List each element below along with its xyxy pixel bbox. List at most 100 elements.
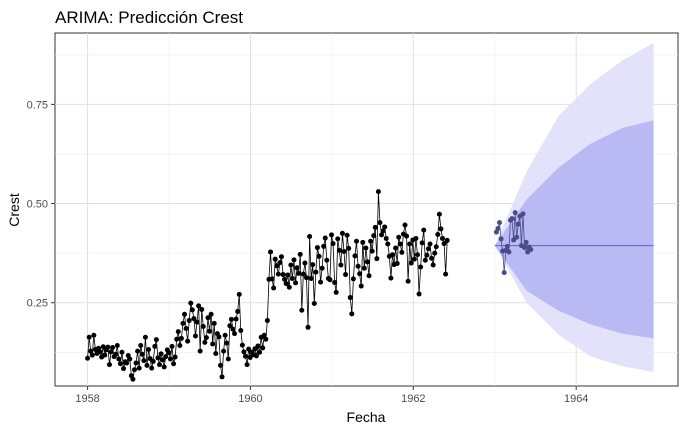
observed-point xyxy=(188,300,194,306)
holdout-point xyxy=(514,234,520,240)
observed-point xyxy=(197,348,203,354)
series-points xyxy=(85,189,534,382)
observed-point xyxy=(369,248,375,254)
observed-point xyxy=(405,278,411,284)
observed-point xyxy=(268,249,274,255)
observed-point xyxy=(430,262,436,268)
observed-point xyxy=(327,277,333,283)
observed-point xyxy=(113,351,119,357)
observed-point xyxy=(110,345,116,351)
observed-point xyxy=(297,251,303,257)
observed-point xyxy=(333,289,339,295)
observed-point xyxy=(397,241,403,247)
observed-point xyxy=(236,291,242,297)
observed-point xyxy=(344,232,350,238)
observed-point xyxy=(178,335,184,341)
observed-point xyxy=(394,260,400,266)
observed-point xyxy=(174,336,180,342)
observed-point xyxy=(383,235,389,241)
observed-point xyxy=(89,352,95,358)
observed-point xyxy=(153,337,159,343)
observed-point xyxy=(114,343,120,349)
observed-point xyxy=(149,365,155,371)
forecast-band-80 xyxy=(494,120,654,339)
observed-point xyxy=(91,332,97,338)
x-tick-label: 1958 xyxy=(75,393,99,405)
observed-point xyxy=(135,348,141,354)
observed-point xyxy=(371,233,377,239)
observed-point xyxy=(313,269,319,275)
observed-point xyxy=(203,335,209,341)
observed-point xyxy=(440,235,446,241)
observed-point xyxy=(130,376,136,382)
x-axis-title: Fecha xyxy=(347,409,386,425)
observed-point xyxy=(222,332,228,338)
observed-point xyxy=(196,303,202,309)
observed-point xyxy=(108,349,114,355)
holdout-point xyxy=(504,243,510,249)
y-tick-label: 0.50 xyxy=(27,199,48,211)
observed-point xyxy=(225,356,231,362)
observed-point xyxy=(385,241,391,247)
x-tick-label: 1960 xyxy=(238,393,262,405)
observed-point xyxy=(283,281,289,287)
observed-point xyxy=(150,358,156,364)
observed-point xyxy=(205,315,211,321)
observed-point xyxy=(357,271,363,277)
observed-point xyxy=(88,348,94,354)
observed-point xyxy=(121,366,127,372)
observed-point xyxy=(335,236,341,242)
observed-point xyxy=(224,340,230,346)
observed-point xyxy=(139,351,145,357)
observed-point xyxy=(274,263,280,269)
observed-point xyxy=(102,352,108,358)
observed-point xyxy=(364,259,370,265)
observed-point xyxy=(194,319,200,325)
observed-point xyxy=(300,271,306,277)
observed-point xyxy=(141,358,147,364)
observed-point xyxy=(307,233,313,239)
observed-point xyxy=(316,253,322,259)
observed-point xyxy=(368,238,374,244)
observed-point xyxy=(183,325,189,331)
observed-point xyxy=(211,320,217,326)
observed-point xyxy=(350,276,356,282)
holdout-point xyxy=(509,216,515,222)
observed-point xyxy=(186,318,192,324)
observed-point xyxy=(106,362,112,368)
observed-point xyxy=(360,239,366,245)
observed-point xyxy=(396,234,402,240)
observed-point xyxy=(319,265,325,271)
observed-point xyxy=(341,249,347,255)
observed-point xyxy=(180,320,186,326)
observed-point xyxy=(246,346,252,352)
observed-point xyxy=(422,257,428,263)
observed-point xyxy=(105,344,111,350)
observed-point xyxy=(244,362,250,368)
observed-point xyxy=(238,327,244,333)
observed-point xyxy=(416,291,422,297)
holdout-point xyxy=(501,270,507,276)
observed-point xyxy=(303,275,309,281)
chart-title: ARIMA: Predicción Crest xyxy=(55,8,243,27)
observed-point xyxy=(294,265,300,271)
observed-point xyxy=(146,347,152,353)
observed-point xyxy=(221,348,227,354)
observed-point xyxy=(124,360,130,366)
observed-point xyxy=(160,357,166,363)
observed-point xyxy=(175,329,181,335)
forecast-bands xyxy=(494,42,654,373)
observed-point xyxy=(343,272,349,278)
observed-point xyxy=(100,344,106,350)
y-tick-label: 0.25 xyxy=(27,298,48,310)
observed-point xyxy=(264,318,270,324)
observed-point xyxy=(285,272,291,278)
observed-point xyxy=(308,276,314,282)
observed-point xyxy=(414,252,420,258)
observed-point xyxy=(435,231,441,237)
observed-point xyxy=(255,343,261,349)
observed-point xyxy=(272,256,278,262)
observed-point xyxy=(208,311,214,317)
observed-point xyxy=(239,342,245,348)
observed-point xyxy=(241,349,247,355)
